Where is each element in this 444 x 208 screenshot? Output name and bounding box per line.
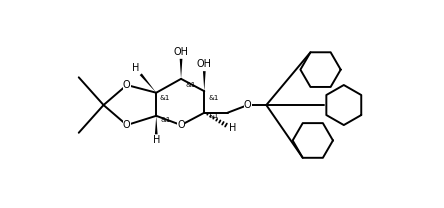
Text: OH: OH: [174, 47, 189, 57]
Text: O: O: [123, 80, 131, 90]
Text: &1: &1: [161, 118, 171, 123]
Text: H: H: [132, 63, 140, 73]
Text: O: O: [244, 100, 251, 110]
Text: &1: &1: [159, 95, 170, 101]
Text: &1: &1: [186, 82, 196, 88]
Text: H: H: [153, 135, 160, 145]
Polygon shape: [180, 59, 182, 79]
Text: &1: &1: [209, 113, 219, 119]
Polygon shape: [140, 73, 156, 93]
Polygon shape: [155, 116, 158, 134]
Text: O: O: [177, 120, 185, 130]
Polygon shape: [203, 71, 206, 91]
Text: H: H: [229, 123, 236, 133]
Text: OH: OH: [197, 59, 212, 69]
Text: &1: &1: [209, 95, 219, 101]
Text: O: O: [123, 120, 131, 130]
